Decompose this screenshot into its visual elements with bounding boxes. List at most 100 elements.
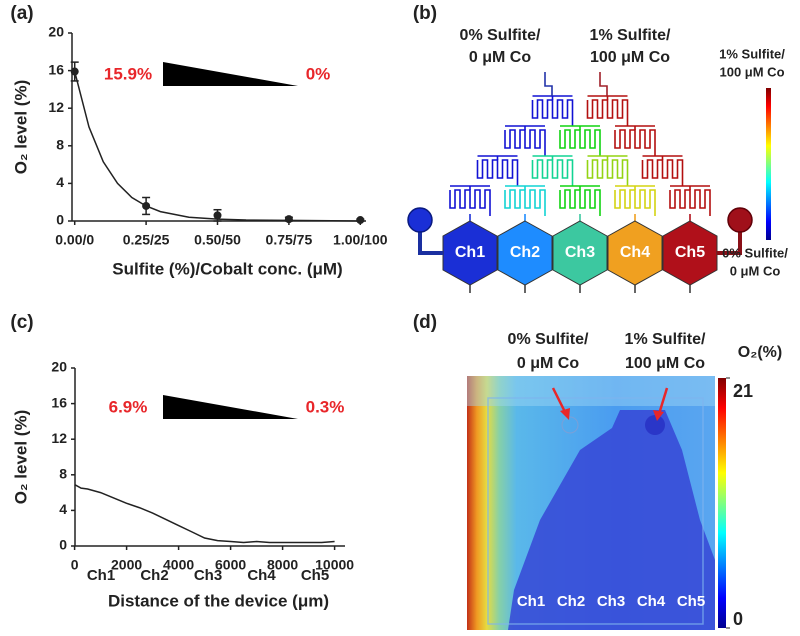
colorbar-label: 0 μM Co (730, 263, 781, 278)
x-tick-label: 10000 (315, 557, 354, 573)
x-tick-label: 6000 (215, 557, 246, 573)
annotation: 15.9% (104, 64, 152, 83)
inlet-0 (561, 416, 579, 434)
x-tick-label: 4000 (163, 557, 194, 573)
channel-label: Ch5 (301, 567, 329, 584)
y-tick-label: 8 (56, 137, 64, 153)
y-tick-label: 8 (59, 466, 67, 482)
x-axis-label: Sulfite (%)/Cobalt conc. (μM) (112, 259, 342, 278)
y-tick-label: 4 (59, 501, 67, 517)
serpentine (504, 189, 546, 209)
serpentine (531, 99, 574, 119)
y-tick-label: 12 (48, 99, 64, 115)
channel-label: Ch2 (557, 593, 585, 610)
panel-label: (b) (413, 3, 437, 24)
reservoir (727, 207, 753, 233)
device-outline (487, 397, 704, 625)
inlet-line (544, 72, 553, 96)
x-tick-label: 8000 (267, 557, 298, 573)
colorbar-label: 1% Sulfite/ (719, 46, 785, 61)
inlet-line (599, 72, 608, 96)
serpentine (586, 99, 629, 119)
channel-label: Ch4 (247, 567, 276, 584)
arrow (657, 387, 669, 415)
inlet-1 (645, 415, 665, 435)
point (213, 211, 222, 220)
channel-label: Ch3 (565, 244, 595, 261)
point (356, 216, 365, 225)
point (142, 201, 151, 210)
arrow-head (560, 408, 570, 420)
y-tick-label: 20 (48, 24, 64, 40)
x-tick-label: 0.75/75 (266, 232, 313, 248)
serpentine (449, 189, 491, 209)
point (284, 215, 293, 224)
serpentine (614, 129, 656, 149)
inlet-label: 0 μM Co (469, 49, 531, 66)
point (70, 67, 79, 76)
serpentine (614, 189, 656, 209)
inlet-label: 100 μM Co (625, 355, 705, 372)
x-tick-label: 0.50/50 (194, 232, 241, 248)
inlet-label: 100 μM Co (590, 49, 670, 66)
inlet-label: 1% Sulfite/ (625, 331, 706, 348)
annotation: 6.9% (109, 397, 148, 416)
serpentine (476, 159, 519, 179)
side-channel (717, 232, 742, 255)
channel-label: Ch5 (675, 244, 705, 261)
colorbar-tick-label: 21 (733, 381, 753, 401)
channel-label: Ch2 (140, 567, 168, 584)
serpentine (531, 159, 574, 179)
channel-label: Ch1 (455, 244, 485, 261)
channel-network (449, 72, 711, 216)
y-tick-label: 4 (56, 174, 64, 190)
inlet-label: 0% Sulfite/ (460, 27, 541, 44)
serpentine (641, 159, 684, 179)
colorbar-label: O₂(%) (738, 344, 782, 361)
channel-label: Ch5 (677, 593, 705, 610)
inlet-label: 0% Sulfite/ (508, 331, 589, 348)
serpentine (586, 159, 629, 179)
annotation: 0% (306, 64, 331, 83)
y-tick-label: 16 (48, 61, 64, 77)
channel-label: Ch1 (517, 593, 545, 610)
serpentine (669, 189, 711, 209)
device-region (508, 410, 715, 630)
colorbar-label: 0% Sulfite/ (722, 245, 788, 260)
colorbar-label: 100 μM Co (719, 64, 784, 79)
channel-label: Ch1 (87, 567, 115, 584)
x-tick-label: 2000 (111, 557, 142, 573)
annotation: 0.3% (306, 397, 345, 416)
channel-label: Ch3 (597, 593, 625, 610)
gradient-wedge (163, 62, 298, 86)
reservoir (407, 207, 433, 233)
channel-label: Ch2 (510, 244, 540, 261)
side-channel (418, 232, 443, 255)
serpentine (559, 189, 601, 209)
x-tick-label: 1.00/100 (333, 232, 388, 248)
panel-label: (a) (10, 3, 33, 24)
channel-label: Ch3 (194, 567, 222, 584)
colorbar (718, 378, 726, 628)
channel-label: Ch4 (620, 244, 650, 261)
inlet-label: 0 μM Co (517, 355, 579, 372)
y-tick-label: 0 (59, 537, 67, 553)
x-tick-label: 0.00/0 (55, 232, 94, 248)
y-axis-label: O₂ level (%) (11, 410, 30, 504)
x-axis-label: Distance of the device (μm) (108, 591, 329, 610)
heatmap-top-band (467, 376, 715, 406)
colorbar-tick-label: 0 (733, 609, 743, 629)
panel-label: (d) (413, 312, 437, 333)
y-tick-label: 20 (51, 359, 67, 375)
fit-curve (73, 71, 361, 222)
colorbar (766, 88, 771, 240)
y-axis-label: O₂ level (%) (11, 80, 30, 174)
y-tick-label: 12 (51, 430, 67, 446)
channel-label: Ch4 (637, 593, 666, 610)
inlet-label: 1% Sulfite/ (590, 27, 671, 44)
line (74, 483, 335, 544)
serpentine (559, 129, 601, 149)
serpentine (504, 129, 546, 149)
panel-label: (c) (10, 312, 33, 333)
